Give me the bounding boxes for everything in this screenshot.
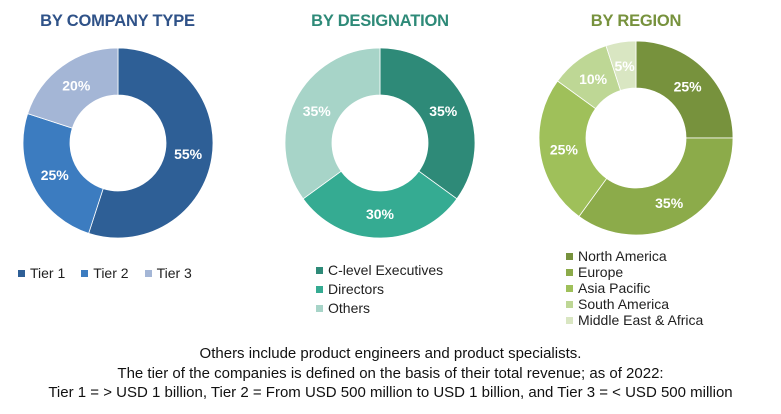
region-legend-item: South America <box>566 296 703 312</box>
footnote-line-2: The tier of the companies is defined on … <box>117 364 664 382</box>
legend-label: Tier 2 <box>93 265 129 281</box>
legend-swatch <box>566 316 573 324</box>
legend-swatch <box>566 252 573 260</box>
designation-slice-label-3: 35% <box>303 103 332 119</box>
designation-slice-2 <box>302 170 458 239</box>
company-type-slice-3 <box>27 47 119 129</box>
legend-swatch <box>18 269 25 277</box>
legend-label: Europe <box>578 264 624 280</box>
legend-label: North America <box>578 248 667 264</box>
designation-panel: BY DESIGNATION 35% 30% 35% C-level Executi… <box>270 0 490 340</box>
region-slice-1 <box>635 40 734 139</box>
designation-legend: C-level Executives Directors Others <box>316 261 443 318</box>
region-legend-item: Asia Pacific <box>566 280 703 296</box>
region-legend-item: North America <box>566 248 703 264</box>
designation-slice-label-1: 35% <box>429 103 458 119</box>
company-type-slice-label-3: 20% <box>62 78 91 94</box>
designation-legend-item: C-level Executives <box>316 261 443 280</box>
designation-donut: 35% 30% 35% <box>284 47 476 239</box>
legend-label: Directors <box>328 281 385 297</box>
region-panel: BY REGION 25% 35% 25% 10% 5% North America Eu… <box>526 0 746 340</box>
region-slice-label-5: 5% <box>614 58 635 74</box>
designation-slice-1 <box>379 47 476 200</box>
legend-label: Tier 1 <box>30 265 66 281</box>
company-type-panel: BY COMPANY TYPE 55% 25% 20% Tier 1 Tier 2 Ti… <box>0 0 235 340</box>
footnote-line-1: Others include product engineers and pro… <box>199 345 582 362</box>
company-type-slice-1 <box>88 47 214 239</box>
footnote-line-3: Tier 1 = > USD 1 billion, Tier 2 = From … <box>48 384 733 401</box>
legend-swatch <box>316 267 323 274</box>
legend-label: Tier 3 <box>156 265 192 281</box>
footnote: Others include product engineers and pro… <box>0 344 781 403</box>
legend-swatch <box>316 305 323 312</box>
region-legend: North America Europe Asia Pacific South Ame… <box>566 248 703 328</box>
company-type-title: BY COMPANY TYPE <box>40 12 195 30</box>
legend-swatch <box>566 300 573 308</box>
legend-swatch <box>566 268 573 276</box>
company-type-donut: 55% 25% 20% <box>22 47 214 239</box>
region-slice-label-3: 25% <box>550 141 579 157</box>
designation-slice-label-2: 30% <box>366 206 395 222</box>
designation-legend-item: Directors <box>316 280 443 299</box>
company-type-slice-label-2: 25% <box>41 167 70 183</box>
region-legend-item: Middle East & Africa <box>566 312 703 328</box>
legend-swatch <box>566 284 573 292</box>
region-donut: 25% 35% 25% 10% 5% <box>538 40 734 236</box>
company-type-slice-2 <box>22 113 104 234</box>
region-legend-item: Europe <box>566 264 703 280</box>
region-slice-label-2: 35% <box>655 195 684 211</box>
company-type-legend-item: Tier 2 <box>81 265 129 281</box>
company-type-slice-label-1: 55% <box>174 146 203 162</box>
legend-label: Middle East & Africa <box>578 312 704 328</box>
region-slice-2 <box>578 137 734 236</box>
legend-swatch <box>144 269 152 277</box>
region-slice-5 <box>605 40 637 91</box>
company-type-legend-item: Tier 3 <box>144 265 192 281</box>
region-slice-label-4: 10% <box>579 71 608 87</box>
region-slice-label-1: 25% <box>674 78 703 94</box>
region-slice-3 <box>538 80 608 218</box>
legend-swatch <box>81 269 89 277</box>
designation-legend-item: Others <box>316 299 443 318</box>
legend-label: South America <box>578 296 670 312</box>
region-title: BY REGION <box>590 12 682 30</box>
designation-title: BY DESIGNATION <box>311 12 449 30</box>
company-type-legend-item: Tier 1 <box>18 265 65 281</box>
legend-label: C-level Executives <box>328 262 444 278</box>
legend-label: Asia Pacific <box>578 280 651 296</box>
legend-label: Others <box>328 300 371 316</box>
legend-swatch <box>316 286 323 293</box>
company-type-legend: Tier 1 Tier 2 Tier 3 <box>18 265 208 281</box>
designation-slice-3 <box>284 47 381 200</box>
